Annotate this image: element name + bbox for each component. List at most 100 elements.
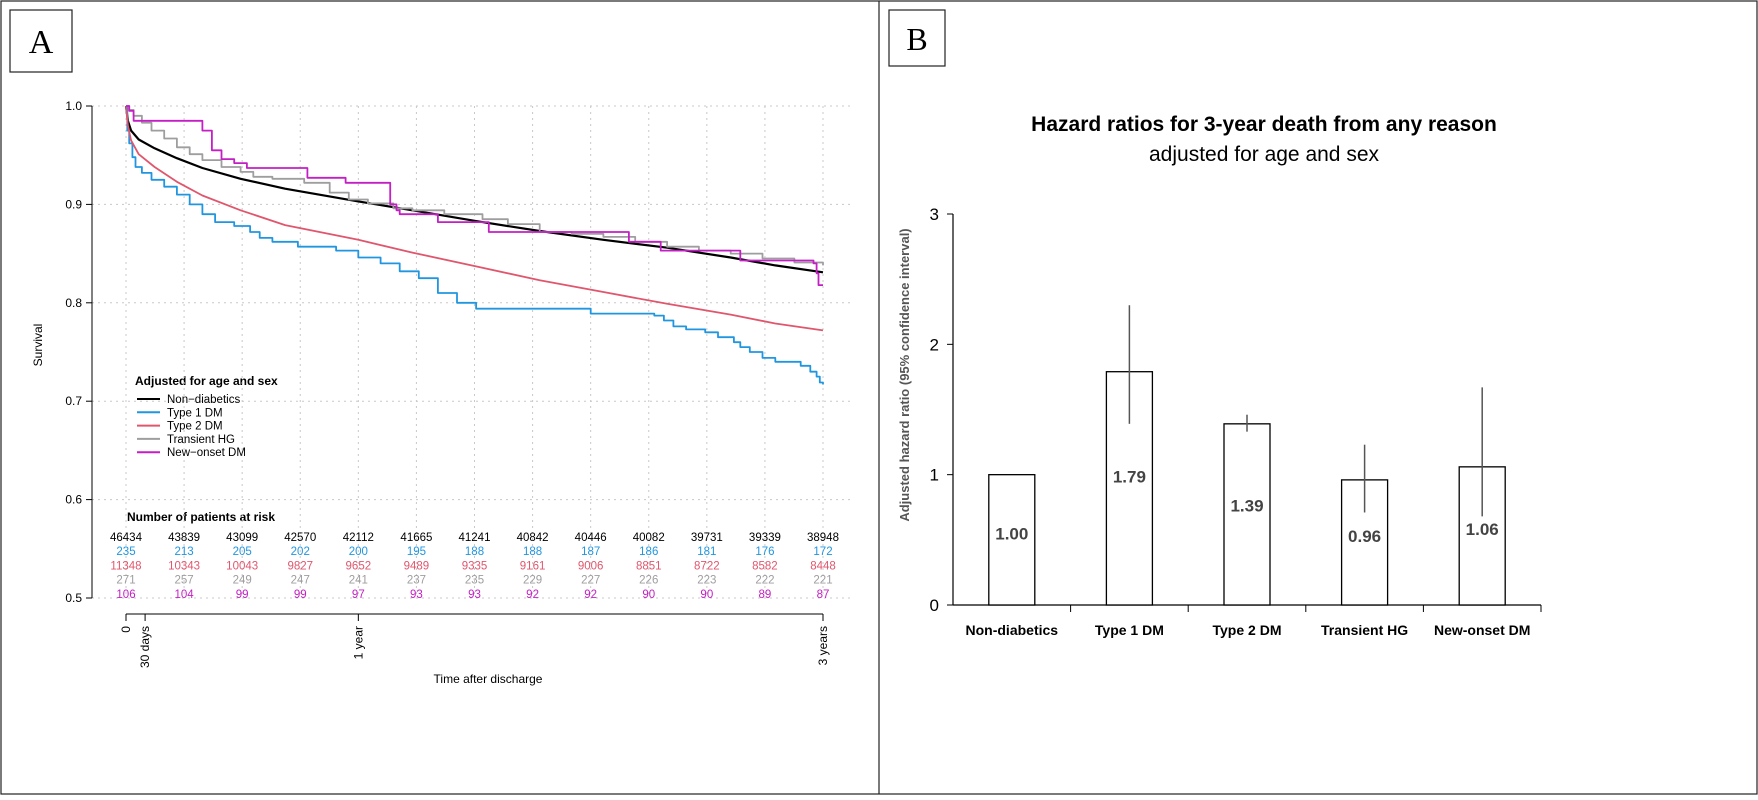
survival-curve-new-onset <box>126 105 823 286</box>
risk-table-cell: 93 <box>410 589 423 601</box>
risk-table-cell: 99 <box>236 589 249 601</box>
risk-table-cell: 188 <box>465 546 484 558</box>
risk-table-cell: 8722 <box>694 560 720 572</box>
risk-table-cell: 39339 <box>749 532 781 544</box>
risk-table-cell: 237 <box>407 575 426 587</box>
risk-table-cell: 10343 <box>168 560 200 572</box>
risk-table-cell: 42570 <box>284 532 316 544</box>
risk-table-cell: 90 <box>642 589 655 601</box>
risk-table-cell: 235 <box>116 546 135 558</box>
risk-table-cell: 87 <box>817 589 830 601</box>
risk-table-cell: 93 <box>468 589 481 601</box>
hazard-y-axis-label: Adjusted hazard ratio (95% confidence in… <box>897 228 912 521</box>
risk-table-cell: 181 <box>697 546 716 558</box>
hazard-y-tick-label: 3 <box>930 205 939 224</box>
risk-table-cell: 8851 <box>636 560 662 572</box>
risk-table-cell: 104 <box>174 589 194 601</box>
risk-table-cell: 221 <box>813 575 832 587</box>
risk-table-cell: 235 <box>465 575 484 587</box>
risk-table-cell: 172 <box>813 546 832 558</box>
risk-table-cell: 205 <box>233 546 252 558</box>
panel-b-label: B <box>906 21 927 57</box>
hazard-y-tick-label: 2 <box>930 335 939 354</box>
survival-x-tick-label: 3 years <box>816 626 830 665</box>
risk-table-cell: 241 <box>349 575 368 587</box>
risk-table-cell: 99 <box>294 589 307 601</box>
hazard-ratio-chart: Hazard ratios for 3-year death from any … <box>897 113 1542 638</box>
survival-legend-label: Transient HG <box>167 434 235 446</box>
risk-table-cell: 176 <box>755 546 774 558</box>
risk-table-cell: 38948 <box>807 532 839 544</box>
survival-x-axis-label: Time after discharge <box>434 672 543 686</box>
risk-table-cell: 186 <box>639 546 658 558</box>
risk-table-cell: 187 <box>581 546 600 558</box>
risk-table-cell: 11348 <box>110 560 141 572</box>
risk-table-cell: 40446 <box>575 532 607 544</box>
risk-table-cell: 43839 <box>168 532 200 544</box>
survival-curve-type1 <box>126 105 824 385</box>
hazard-bar <box>988 474 1036 606</box>
panel-a-label: A <box>29 24 54 61</box>
risk-table-cell: 40082 <box>633 532 665 544</box>
hazard-category-label: Type 1 DM <box>1095 622 1164 638</box>
survival-legend-label: Type 1 DM <box>167 407 223 419</box>
risk-table-cell: 106 <box>116 589 135 601</box>
risk-table-cell: 188 <box>523 546 542 558</box>
survival-plot-area <box>91 105 853 599</box>
risk-table-cell: 202 <box>291 546 310 558</box>
risk-table-cell: 9827 <box>287 560 313 572</box>
hazard-chart-subtitle: adjusted for age and sex <box>1149 143 1379 166</box>
risk-table-cell: 10043 <box>226 560 258 572</box>
survival-x-tick-label: 30 days <box>138 626 152 668</box>
risk-table-cell: 271 <box>116 575 135 587</box>
survival-x-tick-label: 0 <box>119 626 133 633</box>
hazard-bar <box>1223 423 1271 606</box>
risk-table-cell: 46434 <box>110 532 143 544</box>
risk-table-cell: 41241 <box>459 532 491 544</box>
hazard-value-label: 1.39 <box>1230 496 1263 515</box>
survival-curve-non-diabetics <box>124 105 824 274</box>
risk-table-cell: 249 <box>233 575 252 587</box>
risk-table-cell: 257 <box>174 575 193 587</box>
risk-table-cell: 222 <box>755 575 774 587</box>
survival-curve-type2 <box>125 105 824 332</box>
survival-y-axis-label: Survival <box>31 324 45 367</box>
panel-a-label-box <box>9 9 73 73</box>
risk-table-cell: 229 <box>523 575 542 587</box>
hazard-value-label: 0.96 <box>1348 527 1381 546</box>
risk-table-cell: 92 <box>526 589 539 601</box>
risk-table-cell: 43099 <box>226 532 258 544</box>
risk-table-cell: 97 <box>352 589 365 601</box>
risk-table-cell: 9335 <box>462 560 488 572</box>
survival-legend-label: Type 2 DM <box>167 421 223 433</box>
risk-table-cell: 9489 <box>404 560 430 572</box>
risk-table-cell: 89 <box>759 589 772 601</box>
hazard-chart-title: Hazard ratios for 3-year death from any … <box>1031 113 1497 136</box>
survival-y-tick-label: 1.0 <box>65 99 82 113</box>
risk-table-cell: 9161 <box>520 560 546 572</box>
risk-table-cell: 200 <box>349 546 368 558</box>
risk-table-cell: 223 <box>697 575 716 587</box>
survival-y-tick-label: 0.6 <box>65 493 82 507</box>
hazard-category-label: Transient HG <box>1321 622 1408 638</box>
survival-y-tick-label: 0.8 <box>65 296 82 310</box>
risk-table-cell: 226 <box>639 575 658 587</box>
risk-table-cell: 42112 <box>343 532 374 544</box>
survival-chart: Survival Time after discharge Adjusted f… <box>31 99 853 686</box>
risk-table-cell: 39731 <box>691 532 723 544</box>
hazard-value-label: 1.06 <box>1466 520 1499 539</box>
hazard-value-label: 1.00 <box>995 524 1028 543</box>
hazard-y-tick-label: 0 <box>930 596 939 615</box>
hazard-category-label: Non-diabetics <box>966 622 1059 638</box>
risk-table-cell: 8582 <box>752 560 778 572</box>
hazard-y-tick-label: 1 <box>930 466 939 485</box>
survival-y-tick-label: 0.9 <box>65 197 82 211</box>
risk-table-cell: 40842 <box>517 532 549 544</box>
survival-legend-label: Non−diabetics <box>167 394 240 406</box>
survival-y-tick-label: 0.5 <box>65 591 82 605</box>
risk-table-cell: 92 <box>584 589 597 601</box>
survival-x-tick-label: 1 year <box>351 626 365 659</box>
risk-table-cell: 9006 <box>578 560 604 572</box>
